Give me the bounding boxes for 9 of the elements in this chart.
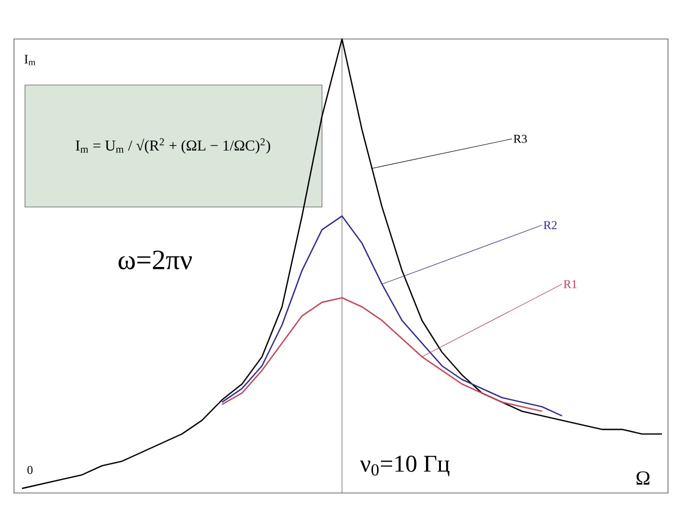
text: R1 xyxy=(564,280,577,288)
y-axis-title: I$_{m}$ xyxy=(24,54,36,66)
text: I$_{m}$ = U$_{m}$ / √(R$^{2}$ + (ΩL − 1/ΩC)$^{2}$) xyxy=(76,138,270,154)
annotation: ω=2πν xyxy=(118,250,192,270)
annotation: 0 xyxy=(27,466,33,474)
x-axis-title: Ω xyxy=(636,471,650,485)
text: R2 xyxy=(544,221,557,230)
text: R3 xyxy=(514,134,527,143)
annotation: ν$_{0}$=10 Гц xyxy=(360,456,450,476)
